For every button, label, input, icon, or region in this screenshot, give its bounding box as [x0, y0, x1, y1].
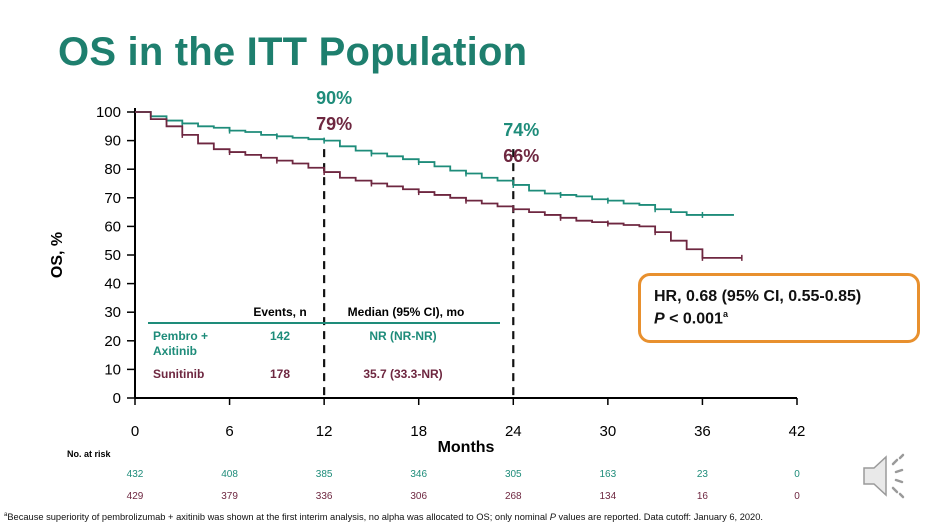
x-tick-label: 18 — [410, 423, 427, 440]
y-tick-label: 50 — [104, 247, 121, 264]
at-risk-value: 0 — [794, 469, 800, 480]
legend-row-label: Axitinib — [153, 344, 197, 358]
annotation-label: 66% — [503, 146, 539, 166]
hazard-ratio-text: HR, 0.68 (95% CI, 0.55-0.85) — [654, 288, 862, 305]
y-tick-label: 30 — [104, 304, 121, 321]
at-risk-value: 346 — [410, 469, 427, 480]
y-tick-label: 80 — [104, 161, 121, 178]
x-tick-label: 6 — [225, 423, 233, 440]
x-tick-label: 0 — [131, 423, 139, 440]
y-tick-label: 70 — [104, 190, 121, 207]
page-title: OS in the ITT Population — [58, 30, 528, 74]
legend-header-events: Events, n — [253, 305, 306, 319]
legend-row-label: Sunitinib — [153, 367, 204, 381]
at-risk-value: 0 — [794, 491, 800, 502]
annotation-label: 90% — [316, 88, 352, 108]
annotation-label: 79% — [316, 114, 352, 134]
footnote-p: P — [549, 512, 556, 523]
y-tick-label: 100 — [96, 104, 121, 121]
p-value: < 0.001 — [664, 310, 723, 328]
x-tick-label: 12 — [316, 423, 333, 440]
legend-row-events: 178 — [270, 367, 290, 381]
at-risk-value: 163 — [600, 469, 617, 480]
x-tick-label: 42 — [789, 423, 806, 440]
at-risk-value: 408 — [221, 469, 238, 480]
legend-row-median: NR (NR-NR) — [369, 329, 436, 343]
series-line-sunitinib — [135, 111, 742, 259]
annotation-label: 74% — [503, 120, 539, 140]
y-tick-label: 20 — [104, 333, 121, 350]
at-risk-value: 268 — [505, 491, 522, 502]
x-tick-label: 24 — [505, 423, 522, 440]
p-superscript: a — [722, 309, 728, 319]
legend-header-median: Median (95% CI), mo — [348, 305, 465, 319]
at-risk-value: 432 — [127, 469, 144, 480]
speaker-icon[interactable] — [860, 450, 918, 502]
p-label: P — [654, 310, 665, 328]
at-risk-value: 336 — [316, 491, 333, 502]
p-value-text: P < 0.001a — [654, 309, 917, 328]
y-tick-label: 40 — [104, 276, 121, 293]
y-tick-label: 90 — [104, 133, 121, 150]
at-risk-value: 385 — [316, 469, 333, 480]
hazard-ratio-box: HR, 0.68 (95% CI, 0.55-0.85) P < 0.001a — [638, 273, 920, 343]
x-axis-label: Months — [438, 439, 495, 456]
x-tick-label: 30 — [600, 423, 617, 440]
y-axis-label: OS, % — [49, 232, 66, 278]
x-tick-label: 36 — [694, 423, 711, 440]
footnote-marker: a — [4, 512, 8, 518]
at-risk-value: 16 — [697, 491, 709, 502]
at-risk-value: 306 — [410, 491, 427, 502]
series-line-pembro-axitinib — [135, 111, 734, 216]
at-risk-title: No. at risk — [67, 449, 112, 459]
footnote: aBecause superiority of pembrolizumab + … — [4, 512, 763, 522]
footnote-text-1: Because superiority of pembrolizumab + a… — [7, 512, 550, 523]
legend-row-events: 142 — [270, 329, 290, 343]
at-risk-value: 134 — [600, 491, 617, 502]
footnote-text-2: values are reported. Data cutoff: Januar… — [555, 512, 763, 523]
at-risk-value: 23 — [697, 469, 709, 480]
at-risk-value: 379 — [221, 491, 238, 502]
y-tick-label: 60 — [104, 218, 121, 235]
y-tick-label: 0 — [113, 390, 121, 407]
at-risk-value: 305 — [505, 469, 522, 480]
y-tick-label: 10 — [104, 361, 121, 378]
at-risk-value: 429 — [127, 491, 144, 502]
legend-row-median: 35.7 (33.3-NR) — [363, 367, 442, 381]
legend-row-label: Pembro + — [153, 329, 208, 343]
